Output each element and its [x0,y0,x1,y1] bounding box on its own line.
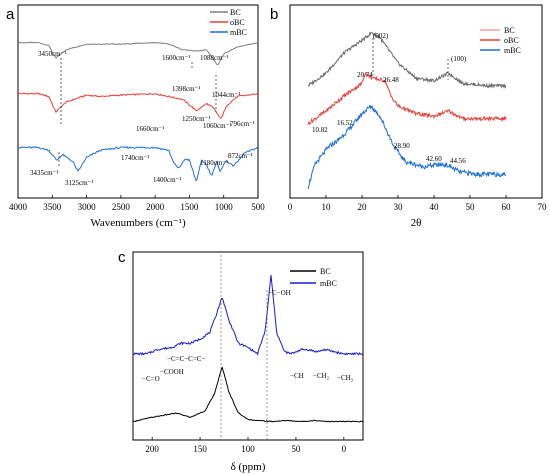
annotation-bc-1600: 1600cm⁻¹ [162,54,190,62]
x-tick-label-a: 500 [251,202,265,212]
annotation-mbc-1652: 16.52 [337,119,353,127]
series-line-bc-a [17,41,259,66]
x-tick-label-b: 70 [538,202,548,212]
annotation-ch2: −CH₂ [313,372,330,380]
panel-label-c: c [118,249,126,266]
x-tick-label-b: 60 [502,202,512,212]
annotation-bc-1088: 1088cm⁻¹ [200,54,228,62]
x-tick-label-b: 10 [322,202,332,212]
x-tick-label-b: 20 [358,202,368,212]
legend-c: BC mBC [290,267,337,288]
annotation-bc-3450: 3450cm⁻¹ [38,50,66,58]
x-ticks-a: 4000 3500 3000 2500 2000 1500 1000 500 [9,195,265,212]
x-tick-label-c: 0 [342,444,347,454]
annotation-mbc-872: 872cm⁻¹ [228,152,253,160]
annotation-mbc-1082: 10.82 [312,126,328,134]
x-axis-title-a: Wavenumbers (cm⁻¹) [90,217,186,229]
annotation-cooh: −COOH [160,368,184,376]
x-ticks-b: 0 10 20 30 40 50 60 70 [288,195,547,212]
x-tick-label-a: 3000 [78,202,97,212]
annotation-mbc-796: 796cm⁻¹ [230,120,255,128]
x-tick-label-b: 30 [394,202,404,212]
x-tick-label-a: 1500 [180,202,199,212]
series-group-b [307,31,507,190]
annotations-b: (002) (100) 20.74 26.48 10.82 16.52 28.9… [312,32,467,165]
annotation-peak-100: (100) [451,55,467,63]
annotations-a: 3450cm⁻¹ 1600cm⁻¹ 1088cm⁻¹ 1398cm⁻¹ 1044… [30,50,255,187]
x-tick-label-a: 4000 [9,202,28,212]
legend-b: BC oBC mBC [480,26,521,55]
x-tick-label-c: 150 [193,444,207,454]
series-line-obc-b [307,71,507,126]
annotations-c: −C−OH −C=O −COOH −C=C−C=C− −CH −CH₂ −CH₃ [142,255,354,440]
annotation-peak-002: (002) [373,32,389,40]
series-line-bc-c [133,366,364,423]
annotation-ch3: −CH₃ [337,374,354,382]
series-group-c [132,275,364,423]
annotation-co: −C=O [142,375,160,383]
legend-label-obc-a: oBC [230,18,245,27]
annotation-mbc-3435: 3435cm⁻¹ [30,169,58,177]
legend-label-obc-b: oBC [504,36,519,45]
legend-label-bc-a: BC [230,8,241,17]
x-tick-label-c: 100 [241,444,255,454]
plot-frame-b [289,4,543,199]
annotation-coh: −C−OH [268,289,291,297]
series-line-obc-a [17,92,259,119]
annotation-mbc-4456: 44.56 [450,157,466,165]
legend-label-bc-c: BC [320,267,331,276]
x-tick-label-a: 1000 [215,202,234,212]
x-tick-label-a: 3500 [43,202,62,212]
annotation-obc-2074: 20.74 [357,71,373,79]
series-line-mbc-c [132,275,364,356]
series-line-bc-b [307,31,507,90]
annotation-mbc-1400: 1400cm⁻¹ [153,176,181,184]
panel-label-b: b [270,6,278,23]
x-tick-label-b: 0 [288,202,293,212]
legend-label-mbc-b: mBC [504,46,521,55]
annotation-mbc-1660: 1660cm⁻¹ [136,125,164,133]
legend-label-mbc-c: mBC [320,279,337,288]
series-group-a [17,41,259,182]
annotation-mbc-1250: 1250cm⁻¹ [182,115,210,123]
x-ticks-c: 200 150 100 50 0 [145,437,347,454]
series-line-mbc-b [307,104,507,190]
x-axis-title-b: 2θ [411,217,422,229]
legend-label-mbc-a: mBC [230,28,247,37]
x-tick-label-b: 40 [430,202,440,212]
x-tick-label-c: 200 [145,444,159,454]
legend-a: BC oBC mBC [210,8,247,37]
series-line-mbc-a [17,146,259,182]
annotation-mbc-4260: 42.60 [426,155,442,163]
annotation-mbc-1180: 1180cm⁻¹ [200,159,228,167]
annotation-cc-chain: −C=C−C=C− [167,355,205,363]
x-tick-label-b: 50 [466,202,476,212]
annotation-mbc-1060: 1060cm⁻¹ [203,122,231,130]
annotation-obc-1398: 1398cm⁻¹ [172,85,200,93]
annotation-obc-2648: 26.48 [383,76,399,84]
annotation-mbc-3125: 3125cm⁻¹ [65,179,93,187]
annotation-ch: −CH [290,372,304,380]
plot-frame-a [17,4,259,199]
legend-label-bc-b: BC [504,26,515,35]
annotation-mbc-2890: 28.90 [394,142,410,150]
x-tick-label-a: 2000 [146,202,165,212]
x-tick-label-a: 2500 [112,202,131,212]
annotation-mbc-1740: 1740cm⁻¹ [121,154,149,162]
annotation-obc-1044: 1044cm⁻¹ [212,91,240,99]
x-axis-title-c: δ (ppm) [231,461,266,473]
x-tick-label-c: 50 [291,444,301,454]
panel-label-a: a [6,6,15,23]
